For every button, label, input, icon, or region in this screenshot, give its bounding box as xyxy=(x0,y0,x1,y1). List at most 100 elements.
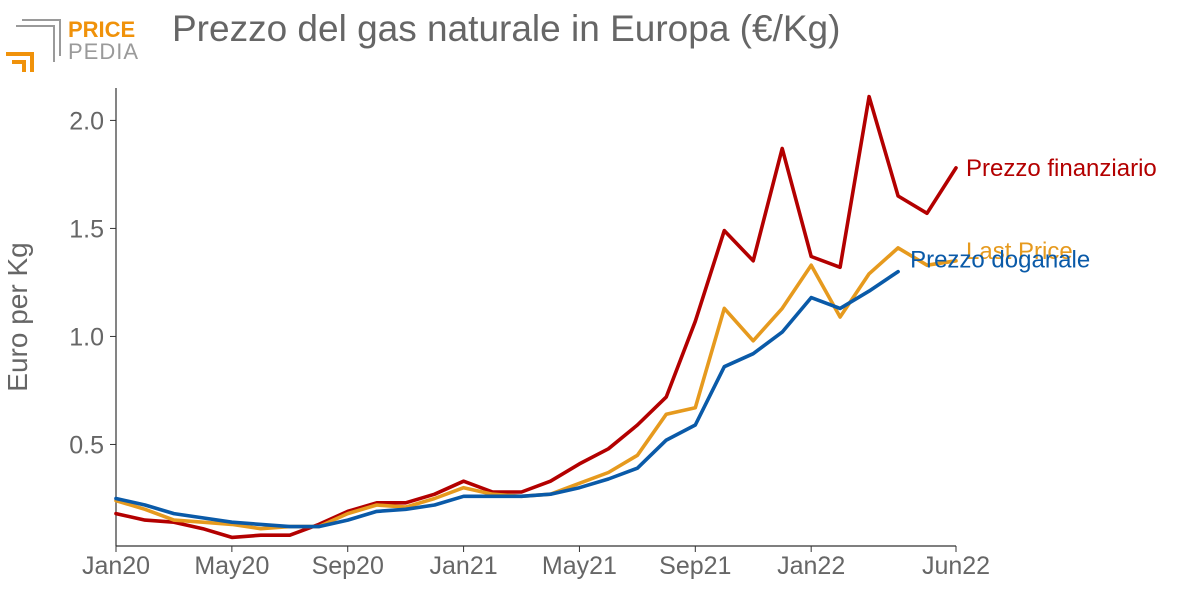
y-axis-title: Euro per Kg xyxy=(2,242,33,391)
data-point-doganale xyxy=(549,492,552,496)
data-point-doganale xyxy=(752,352,755,355)
data-point-finanziario xyxy=(838,266,842,269)
logo-mark-icon: PRICE PEDIA xyxy=(6,17,139,72)
data-point-doganale xyxy=(201,516,205,520)
axes: 0.5 1.0 1.5 2.0 Jan20 May20 Sep20 Jan21 May21 Sep… xyxy=(69,88,990,580)
logo-text-bottom: PEDIA xyxy=(68,39,139,64)
data-point-finanziario xyxy=(867,95,871,98)
x-tick-label: May21 xyxy=(542,552,617,580)
data-point-finanziario xyxy=(259,533,263,537)
series-line-finanziario xyxy=(114,94,958,540)
data-point-last_price xyxy=(781,307,784,310)
data-point-doganale xyxy=(896,270,900,273)
data-point-finanziario xyxy=(520,490,523,494)
data-point-finanziario xyxy=(896,194,900,198)
data-point-doganale xyxy=(288,525,291,528)
data-point-doganale xyxy=(781,330,784,334)
data-point-last_price xyxy=(694,406,697,409)
data-point-last_price xyxy=(201,521,205,524)
x-tick-label: Sep20 xyxy=(312,552,384,580)
data-point-last_price xyxy=(375,503,378,507)
data-point-finanziario xyxy=(433,492,436,496)
x-tick-label: Jun22 xyxy=(922,552,990,580)
data-point-last_price xyxy=(838,315,842,319)
data-point-doganale xyxy=(636,467,639,470)
data-point-doganale xyxy=(404,508,407,511)
data-point-doganale xyxy=(607,477,610,481)
data-point-finanziario xyxy=(288,533,291,537)
data-point-doganale xyxy=(172,512,176,515)
data-point-last_price xyxy=(867,272,871,275)
data-point-doganale xyxy=(694,423,697,427)
data-point-last_price xyxy=(607,471,610,474)
data-point-doganale xyxy=(230,521,234,524)
data-point-last_price xyxy=(578,482,581,485)
data-point-last_price xyxy=(954,259,958,263)
logo-text-top: PRICE xyxy=(68,17,135,42)
chart-title: Prezzo del gas naturale in Europa (€/Kg) xyxy=(172,8,841,49)
data-point-finanziario xyxy=(462,479,465,483)
y-tick-label: 0.5 xyxy=(69,431,104,459)
data-point-finanziario xyxy=(549,479,552,483)
data-point-last_price xyxy=(462,486,465,489)
data-point-doganale xyxy=(143,503,147,507)
series-layer xyxy=(114,94,958,540)
data-point-doganale xyxy=(578,486,581,489)
series-label-finanziario: Prezzo finanziario xyxy=(966,155,1157,182)
data-point-last_price xyxy=(172,518,176,522)
data-point-finanziario xyxy=(665,395,668,399)
data-point-last_price xyxy=(809,263,813,267)
data-point-doganale xyxy=(838,307,842,310)
series-line-doganale xyxy=(114,269,900,529)
data-point-doganale xyxy=(520,495,523,498)
y-tick-label: 1.0 xyxy=(69,323,104,351)
data-point-doganale xyxy=(317,525,320,528)
data-point-finanziario xyxy=(809,255,813,258)
y-tick-label: 1.5 xyxy=(69,215,104,243)
x-tick-label: Jan21 xyxy=(430,552,498,580)
data-point-finanziario xyxy=(607,447,610,450)
x-tick-label: Jan20 xyxy=(82,552,150,580)
data-point-last_price xyxy=(346,512,349,515)
data-point-finanziario xyxy=(578,462,581,466)
data-point-last_price xyxy=(665,413,668,416)
data-point-doganale xyxy=(665,438,668,442)
data-point-last_price xyxy=(723,307,726,310)
data-point-finanziario xyxy=(404,501,407,504)
data-point-last_price xyxy=(433,497,436,500)
data-point-finanziario xyxy=(954,166,958,170)
data-point-finanziario xyxy=(925,212,929,215)
data-point-doganale xyxy=(433,503,436,507)
x-tick-label: Sep21 xyxy=(659,552,731,580)
data-point-finanziario xyxy=(230,536,234,539)
data-point-doganale xyxy=(114,497,118,500)
pricepedia-logo: PRICE PEDIA xyxy=(6,14,146,74)
data-point-finanziario xyxy=(143,518,147,522)
series-label-last_price: Last Price xyxy=(966,238,1073,265)
data-point-last_price xyxy=(752,339,755,342)
data-point-finanziario xyxy=(781,147,784,150)
data-point-doganale xyxy=(809,296,813,299)
data-point-last_price xyxy=(143,508,147,511)
data-point-finanziario xyxy=(201,527,205,530)
data-point-doganale xyxy=(375,510,378,513)
data-point-last_price xyxy=(636,454,639,457)
y-tick-label: 2.0 xyxy=(69,107,104,135)
data-point-last_price xyxy=(896,246,900,250)
x-tick-label: Jan22 xyxy=(777,552,845,580)
data-point-doganale xyxy=(867,289,871,293)
data-point-last_price xyxy=(259,527,263,530)
data-point-doganale xyxy=(491,495,494,498)
series-label-doganale: Prezzo doganale xyxy=(910,247,1090,274)
data-point-finanziario xyxy=(723,229,726,232)
x-tick-label: May20 xyxy=(194,552,269,580)
data-point-finanziario xyxy=(752,259,755,263)
data-point-last_price xyxy=(925,263,929,267)
data-point-doganale xyxy=(723,365,726,368)
data-point-doganale xyxy=(462,495,465,498)
data-point-doganale xyxy=(346,518,349,522)
data-point-doganale xyxy=(259,523,263,526)
data-point-finanziario xyxy=(636,423,639,427)
